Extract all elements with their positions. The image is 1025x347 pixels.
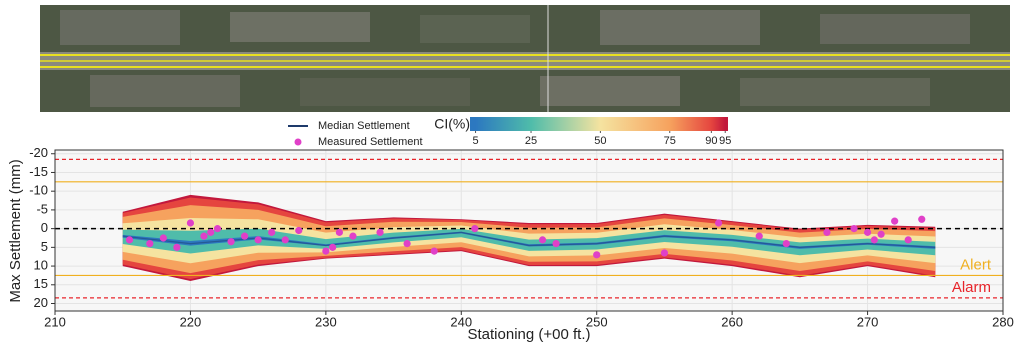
measured-point — [329, 244, 336, 251]
measured-point — [160, 234, 167, 241]
x-tick-label: 230 — [315, 314, 337, 329]
y-tick-label: 10 — [34, 258, 48, 273]
measured-point — [295, 227, 302, 234]
measured-point — [255, 236, 262, 243]
colorbar — [470, 117, 728, 131]
y-tick-label: 5 — [41, 239, 48, 254]
measured-point — [878, 231, 885, 238]
y-tick-label: 20 — [34, 295, 48, 310]
measured-point — [376, 229, 383, 236]
x-tick-label: 210 — [44, 314, 66, 329]
threshold-label: Alert — [960, 256, 992, 273]
y-tick-label: -15 — [29, 164, 48, 179]
measured-point — [200, 233, 207, 240]
measured-point — [756, 233, 763, 240]
measured-point — [207, 229, 214, 236]
colorbar-tick-label: 90 — [705, 135, 717, 147]
measured-point — [241, 233, 248, 240]
measured-point — [891, 218, 898, 225]
colorbar-tick-label: 75 — [664, 135, 676, 147]
measured-point — [431, 247, 438, 254]
y-tick-label: 0 — [41, 220, 48, 235]
measured-point — [850, 225, 857, 232]
measured-point — [227, 238, 234, 245]
measured-point — [715, 219, 722, 226]
x-tick-label: 220 — [180, 314, 202, 329]
x-tick-label: 280 — [992, 314, 1014, 329]
x-tick-label: 270 — [857, 314, 879, 329]
measured-point — [268, 229, 275, 236]
y-tick-label: -10 — [29, 183, 48, 198]
legend-marker — [295, 139, 302, 146]
measured-point — [783, 240, 790, 247]
threshold-label: Alarm — [952, 279, 991, 296]
measured-point — [322, 247, 329, 254]
measured-point — [187, 219, 194, 226]
measured-point — [905, 236, 912, 243]
colorbar-tick-label: 50 — [594, 135, 606, 147]
measured-point — [173, 244, 180, 251]
measured-point — [471, 225, 478, 232]
legend-label: Median Settlement — [318, 120, 410, 132]
measured-point — [864, 229, 871, 236]
colorbar-tick-label: 95 — [719, 135, 731, 147]
x-tick-label: 260 — [721, 314, 743, 329]
measured-point — [349, 233, 356, 240]
measured-point — [126, 236, 133, 243]
measured-point — [661, 249, 668, 256]
chart: CI(%) Max Settlement (mm) Stationing (+0… — [0, 0, 1025, 347]
measured-point — [404, 240, 411, 247]
legend-label: Measured Settlement — [318, 136, 423, 148]
colorbar-tick-label: 25 — [525, 135, 537, 147]
colorbar-label: CI(%) — [434, 116, 470, 132]
x-tick-label: 250 — [586, 314, 608, 329]
y-tick-label: 15 — [34, 276, 48, 291]
measured-point — [593, 251, 600, 258]
measured-point — [823, 229, 830, 236]
y-tick-label: -5 — [36, 201, 48, 216]
measured-point — [336, 229, 343, 236]
measured-point — [871, 236, 878, 243]
y-axis-label: Max Settlement (mm) — [7, 159, 24, 302]
y-tick-label: -20 — [29, 145, 48, 160]
measured-point — [282, 236, 289, 243]
measured-point — [214, 225, 221, 232]
x-tick-label: 240 — [450, 314, 472, 329]
aerial-image — [40, 5, 1010, 112]
measured-point — [918, 216, 925, 223]
measured-point — [539, 236, 546, 243]
measured-point — [146, 240, 153, 247]
colorbar-tick-label: 5 — [472, 135, 478, 147]
x-axis-label: Stationing (+00 ft.) — [468, 326, 591, 343]
measured-point — [552, 240, 559, 247]
